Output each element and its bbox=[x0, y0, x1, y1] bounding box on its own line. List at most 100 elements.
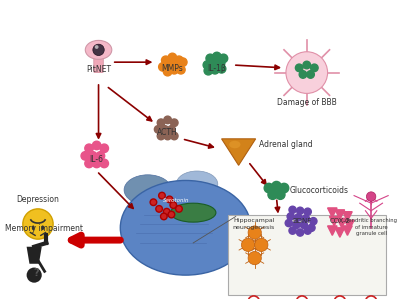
Text: ACTH: ACTH bbox=[157, 128, 178, 137]
Circle shape bbox=[164, 132, 172, 140]
Circle shape bbox=[216, 59, 225, 67]
Circle shape bbox=[248, 226, 261, 239]
Polygon shape bbox=[335, 210, 345, 219]
Text: Glucocorticoids: Glucocorticoids bbox=[290, 186, 349, 195]
Circle shape bbox=[175, 56, 183, 64]
Circle shape bbox=[176, 206, 182, 212]
Text: PitNET: PitNET bbox=[86, 65, 111, 74]
Text: Memory impairment: Memory impairment bbox=[5, 223, 83, 232]
Circle shape bbox=[296, 64, 303, 72]
Circle shape bbox=[211, 65, 219, 74]
Circle shape bbox=[165, 61, 174, 69]
Circle shape bbox=[206, 54, 214, 63]
Circle shape bbox=[289, 206, 296, 213]
Circle shape bbox=[170, 132, 178, 140]
Circle shape bbox=[296, 296, 308, 307]
Circle shape bbox=[164, 116, 172, 124]
Circle shape bbox=[157, 132, 165, 140]
Circle shape bbox=[163, 208, 170, 215]
Circle shape bbox=[162, 56, 170, 64]
Ellipse shape bbox=[41, 225, 44, 230]
Circle shape bbox=[248, 251, 261, 265]
Text: IL-6: IL-6 bbox=[90, 155, 104, 164]
Circle shape bbox=[268, 190, 278, 200]
Text: IL-1β: IL-1β bbox=[208, 64, 226, 72]
Circle shape bbox=[289, 227, 296, 234]
Circle shape bbox=[307, 71, 314, 78]
Circle shape bbox=[296, 207, 304, 214]
Polygon shape bbox=[328, 226, 337, 235]
FancyBboxPatch shape bbox=[94, 56, 103, 72]
Circle shape bbox=[279, 183, 289, 193]
Text: Adrenal gland: Adrenal gland bbox=[260, 140, 313, 149]
Circle shape bbox=[93, 44, 104, 56]
Circle shape bbox=[159, 192, 165, 199]
Circle shape bbox=[276, 190, 285, 200]
Circle shape bbox=[295, 214, 302, 221]
Ellipse shape bbox=[170, 203, 216, 222]
Ellipse shape bbox=[229, 141, 240, 148]
Circle shape bbox=[204, 66, 212, 75]
Circle shape bbox=[172, 61, 180, 69]
Text: MMPs: MMPs bbox=[162, 64, 183, 72]
Text: Damage of BBB: Damage of BBB bbox=[277, 98, 337, 107]
Circle shape bbox=[287, 213, 294, 220]
Ellipse shape bbox=[124, 175, 172, 205]
Circle shape bbox=[92, 141, 101, 150]
Circle shape bbox=[157, 119, 165, 126]
Circle shape bbox=[154, 126, 162, 133]
Circle shape bbox=[168, 53, 177, 62]
Circle shape bbox=[85, 144, 93, 153]
Polygon shape bbox=[328, 208, 337, 217]
Polygon shape bbox=[345, 220, 354, 230]
Circle shape bbox=[203, 61, 212, 69]
Circle shape bbox=[272, 181, 281, 191]
Circle shape bbox=[310, 64, 318, 72]
Circle shape bbox=[304, 227, 311, 234]
Text: Serotonin: Serotonin bbox=[163, 198, 189, 203]
FancyBboxPatch shape bbox=[228, 216, 386, 295]
Circle shape bbox=[166, 196, 173, 203]
Circle shape bbox=[27, 267, 42, 283]
Text: BDNF: BDNF bbox=[292, 218, 312, 224]
Ellipse shape bbox=[85, 41, 112, 59]
Circle shape bbox=[210, 59, 218, 67]
Circle shape bbox=[100, 159, 108, 168]
Polygon shape bbox=[222, 139, 256, 165]
Ellipse shape bbox=[120, 181, 251, 275]
Circle shape bbox=[255, 238, 268, 251]
Text: ?: ? bbox=[33, 268, 39, 278]
Circle shape bbox=[163, 67, 172, 76]
Circle shape bbox=[304, 208, 311, 215]
Circle shape bbox=[168, 211, 175, 218]
Circle shape bbox=[366, 192, 376, 201]
Circle shape bbox=[219, 54, 228, 63]
Circle shape bbox=[264, 183, 274, 193]
Circle shape bbox=[310, 218, 317, 225]
Circle shape bbox=[161, 126, 168, 133]
Circle shape bbox=[293, 221, 300, 228]
Circle shape bbox=[92, 159, 101, 168]
Circle shape bbox=[242, 238, 255, 251]
Text: COX-2: COX-2 bbox=[330, 218, 350, 224]
Circle shape bbox=[168, 126, 175, 133]
Circle shape bbox=[170, 202, 177, 208]
Circle shape bbox=[303, 61, 310, 69]
Circle shape bbox=[212, 52, 221, 61]
Circle shape bbox=[23, 209, 53, 239]
Polygon shape bbox=[343, 212, 352, 221]
Circle shape bbox=[308, 224, 315, 231]
Circle shape bbox=[334, 296, 346, 307]
Ellipse shape bbox=[32, 225, 35, 230]
Circle shape bbox=[170, 119, 178, 126]
Polygon shape bbox=[335, 228, 345, 237]
Circle shape bbox=[159, 63, 167, 71]
Polygon shape bbox=[343, 226, 352, 235]
Circle shape bbox=[286, 52, 328, 93]
Circle shape bbox=[366, 296, 377, 307]
Circle shape bbox=[150, 199, 157, 206]
Circle shape bbox=[296, 229, 304, 236]
Circle shape bbox=[177, 65, 185, 74]
Circle shape bbox=[89, 152, 97, 160]
Circle shape bbox=[160, 213, 167, 220]
